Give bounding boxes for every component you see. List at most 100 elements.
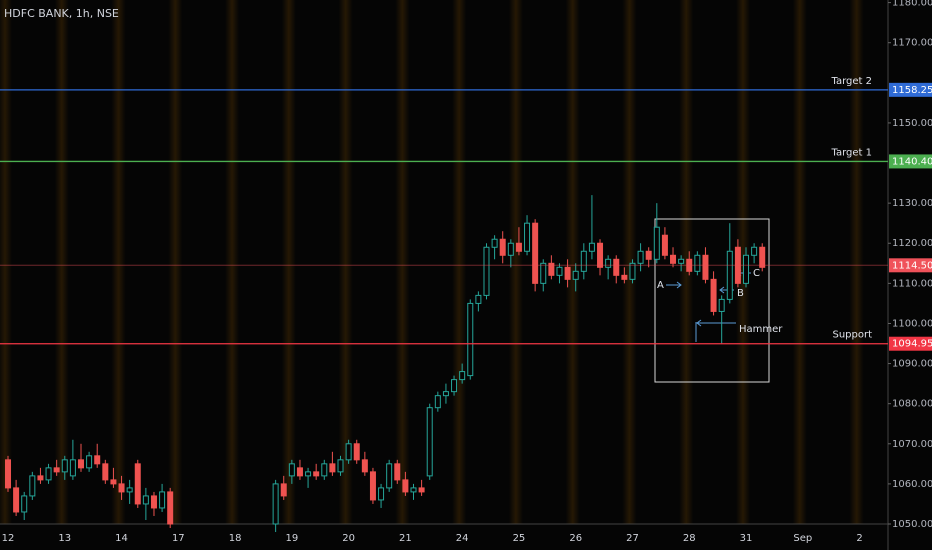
session-break xyxy=(0,0,12,524)
session-break xyxy=(395,0,410,524)
candle-body xyxy=(459,371,466,381)
candle-body xyxy=(378,487,385,501)
candle-body xyxy=(597,242,604,268)
candle-body xyxy=(386,463,393,489)
candle-body xyxy=(94,455,101,465)
candle-body xyxy=(507,242,514,256)
price-label: 1114.50 xyxy=(892,260,932,271)
x-tick-label: 17 xyxy=(172,533,185,544)
price-label: 1094.95 xyxy=(892,339,932,350)
candle-body xyxy=(345,443,352,461)
candle-body xyxy=(394,463,401,481)
x-tick-label: 24 xyxy=(456,533,469,544)
candle-body xyxy=(540,262,547,284)
candle-body xyxy=(564,266,571,280)
annotation-text: Hammer xyxy=(739,324,783,335)
candle-body xyxy=(29,475,36,497)
arrow-a xyxy=(666,281,682,289)
candle-body xyxy=(759,246,766,268)
session-break xyxy=(452,0,467,524)
candle-body xyxy=(434,395,441,409)
candle-body xyxy=(329,463,336,473)
candle-body xyxy=(629,262,636,280)
annotation-text: C xyxy=(753,268,760,279)
candle-body xyxy=(483,246,490,296)
candle-body xyxy=(686,258,693,272)
candle-body xyxy=(13,487,20,513)
candle-body xyxy=(694,254,701,272)
candle-body xyxy=(305,471,312,477)
candle-body xyxy=(410,487,417,493)
session-break xyxy=(111,0,126,524)
price-label-box xyxy=(889,336,932,351)
price-label-box xyxy=(889,154,932,169)
candle-body xyxy=(743,254,750,284)
candle-body xyxy=(37,475,44,481)
x-tick-label: 2 xyxy=(856,533,862,544)
session-break xyxy=(168,0,183,524)
session-break xyxy=(508,0,523,524)
x-tick-label: 27 xyxy=(626,533,639,544)
candle-body xyxy=(69,459,76,477)
candle-body xyxy=(613,258,620,276)
candle-body xyxy=(53,467,60,473)
candle-body xyxy=(637,250,644,264)
candle-body xyxy=(126,487,133,493)
y-tick-label: 1100.00 xyxy=(892,318,932,329)
candle-body xyxy=(5,459,11,489)
y-tick-label: 1060.00 xyxy=(892,479,932,490)
candle-body xyxy=(337,459,344,473)
candle-body xyxy=(442,391,449,397)
candle-body xyxy=(110,479,117,485)
candle-body xyxy=(572,270,579,280)
candle-body xyxy=(134,463,141,505)
price-label-box xyxy=(889,258,932,273)
x-tick-label: 19 xyxy=(285,533,298,544)
y-tick-label: 1130.00 xyxy=(892,198,932,209)
candle-body xyxy=(102,463,109,481)
candle-body xyxy=(150,495,157,509)
candle-body xyxy=(313,471,320,477)
y-tick-label: 1050.00 xyxy=(892,519,932,530)
candle-body xyxy=(499,238,506,256)
candle-body xyxy=(645,250,652,260)
annotation-box xyxy=(654,218,770,383)
y-tick-label: 1070.00 xyxy=(892,439,932,450)
level-name: Target 2 xyxy=(831,76,872,87)
candle-body xyxy=(548,262,555,276)
x-tick-label: 26 xyxy=(569,533,582,544)
candle-body xyxy=(734,246,741,284)
y-tick-label: 1090.00 xyxy=(892,359,932,370)
candle-body xyxy=(369,471,376,501)
candle-body xyxy=(491,238,498,248)
candle-body xyxy=(556,266,563,276)
candle-body xyxy=(426,407,433,477)
x-tick-label: 25 xyxy=(513,533,526,544)
candle-body xyxy=(272,483,279,525)
candle-body xyxy=(45,467,52,481)
candle-body xyxy=(418,487,425,493)
chart-title: HDFC BANK, 1h, NSE xyxy=(4,7,119,20)
price-label-box xyxy=(889,82,932,97)
candle-body xyxy=(475,294,482,304)
candle-body xyxy=(702,254,709,280)
candle-body xyxy=(670,254,677,264)
candle-body xyxy=(288,463,295,477)
x-tick-label: 18 xyxy=(229,533,242,544)
candle-body xyxy=(726,250,733,300)
y-tick-label: 1180.00 xyxy=(892,0,932,9)
candle-body xyxy=(710,278,717,312)
session-break xyxy=(565,0,580,524)
candle-body xyxy=(86,455,93,469)
x-tick-label: 20 xyxy=(342,533,355,544)
y-tick-label: 1150.00 xyxy=(892,118,932,129)
candle-body xyxy=(353,443,360,461)
y-tick-label: 1080.00 xyxy=(892,399,932,410)
candle-body xyxy=(588,242,595,252)
candle-body xyxy=(451,379,458,393)
price-label: 1158.25 xyxy=(892,85,932,96)
candle-body xyxy=(321,463,328,477)
candle-body xyxy=(621,274,628,280)
